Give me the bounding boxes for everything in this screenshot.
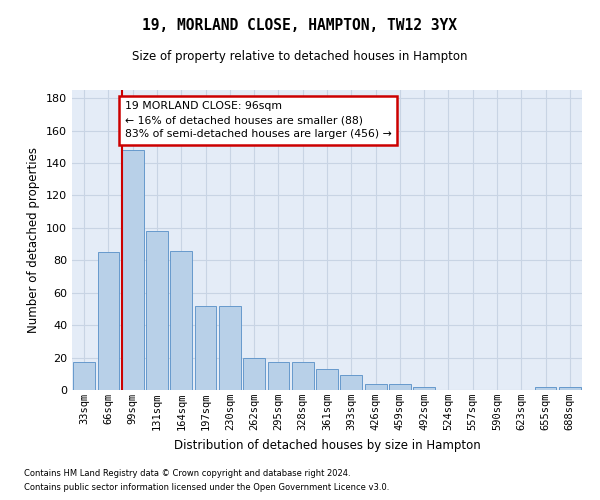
Bar: [535, 387, 556, 390]
Bar: [316, 369, 338, 390]
Bar: [365, 384, 386, 390]
Bar: [194, 306, 217, 390]
Bar: [243, 358, 265, 390]
Y-axis label: Number of detached properties: Number of detached properties: [28, 147, 40, 333]
Bar: [389, 384, 411, 390]
Text: Contains public sector information licensed under the Open Government Licence v3: Contains public sector information licen…: [24, 484, 389, 492]
X-axis label: Distribution of detached houses by size in Hampton: Distribution of detached houses by size …: [173, 438, 481, 452]
Bar: [97, 252, 119, 390]
Bar: [413, 387, 435, 390]
Bar: [292, 362, 314, 390]
Bar: [268, 362, 289, 390]
Text: 19, MORLAND CLOSE, HAMPTON, TW12 3YX: 19, MORLAND CLOSE, HAMPTON, TW12 3YX: [143, 18, 458, 32]
Bar: [73, 362, 95, 390]
Bar: [170, 250, 192, 390]
Bar: [219, 306, 241, 390]
Bar: [340, 376, 362, 390]
Bar: [146, 231, 168, 390]
Text: 19 MORLAND CLOSE: 96sqm
← 16% of detached houses are smaller (88)
83% of semi-de: 19 MORLAND CLOSE: 96sqm ← 16% of detache…: [125, 102, 391, 140]
Bar: [559, 387, 581, 390]
Bar: [122, 150, 143, 390]
Text: Contains HM Land Registry data © Crown copyright and database right 2024.: Contains HM Land Registry data © Crown c…: [24, 468, 350, 477]
Text: Size of property relative to detached houses in Hampton: Size of property relative to detached ho…: [132, 50, 468, 63]
